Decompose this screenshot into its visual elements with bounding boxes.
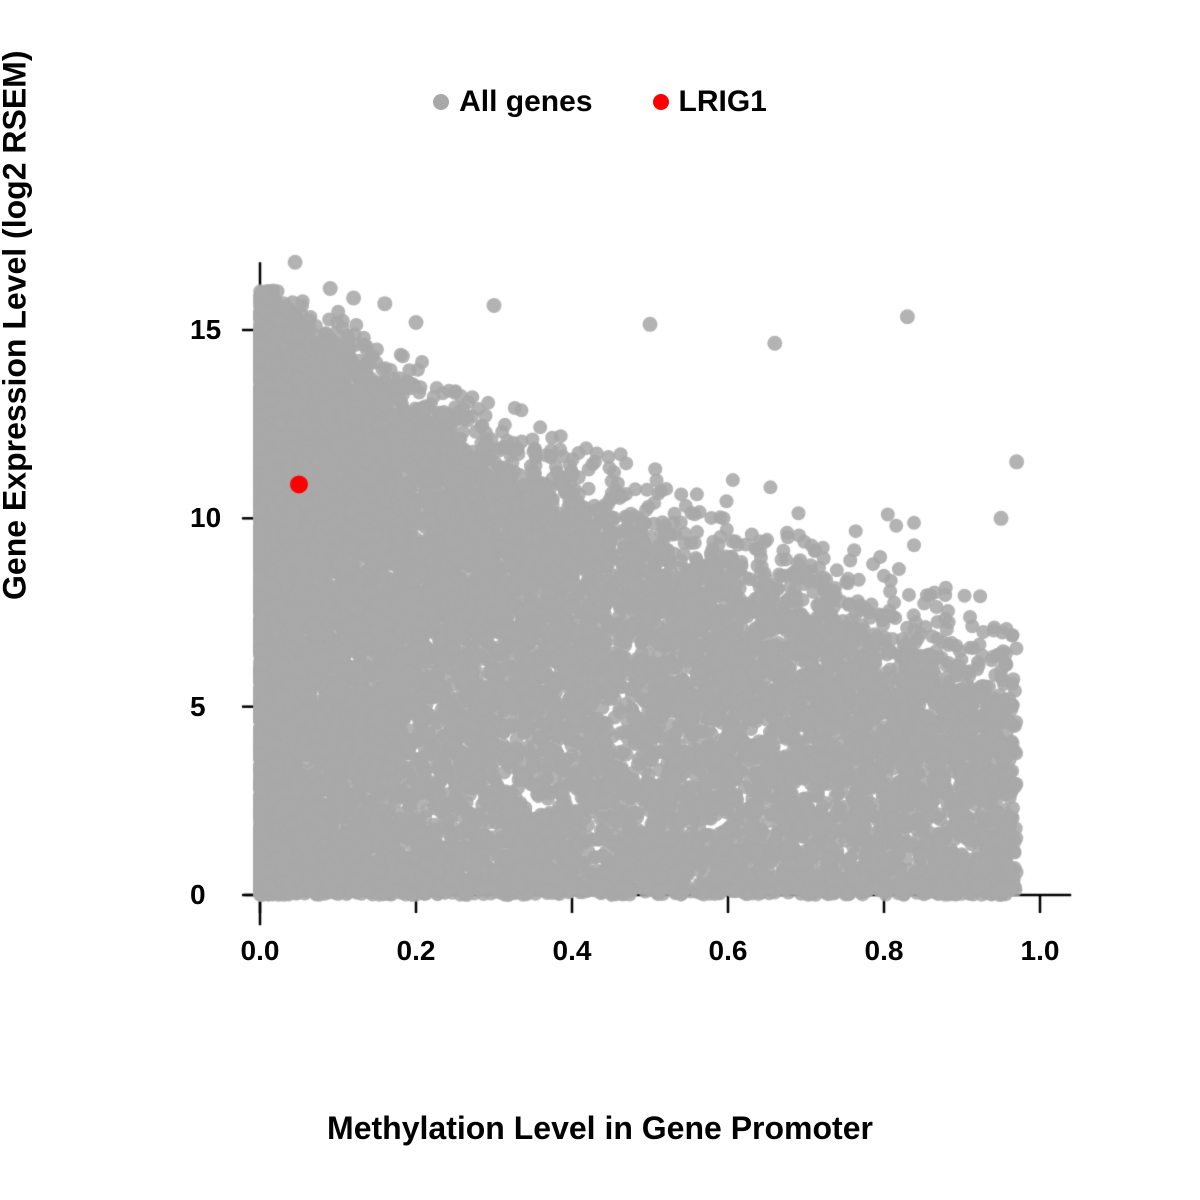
y-tick-label-10: 10: [190, 502, 221, 534]
x-tick-label-0: 0.0: [241, 935, 280, 967]
y-tick-label-0: 0: [190, 879, 206, 911]
chart-container: All genes LRIG1 Gene Expression Level (l…: [0, 0, 1200, 1200]
scatter-plot-canvas: [0, 0, 1200, 1200]
x-axis-title: Methylation Level in Gene Promoter: [327, 1110, 873, 1147]
x-tick-label-0.8: 0.8: [865, 935, 904, 967]
y-tick-label-15: 15: [190, 314, 221, 346]
y-axis-title: Gene Expression Level (log2 RSEM): [0, 51, 34, 600]
y-tick-label-5: 5: [190, 691, 206, 723]
x-tick-label-0.4: 0.4: [553, 935, 592, 967]
x-tick-label-0.6: 0.6: [709, 935, 748, 967]
x-tick-label-1: 1.0: [1021, 935, 1060, 967]
x-tick-label-0.2: 0.2: [397, 935, 436, 967]
